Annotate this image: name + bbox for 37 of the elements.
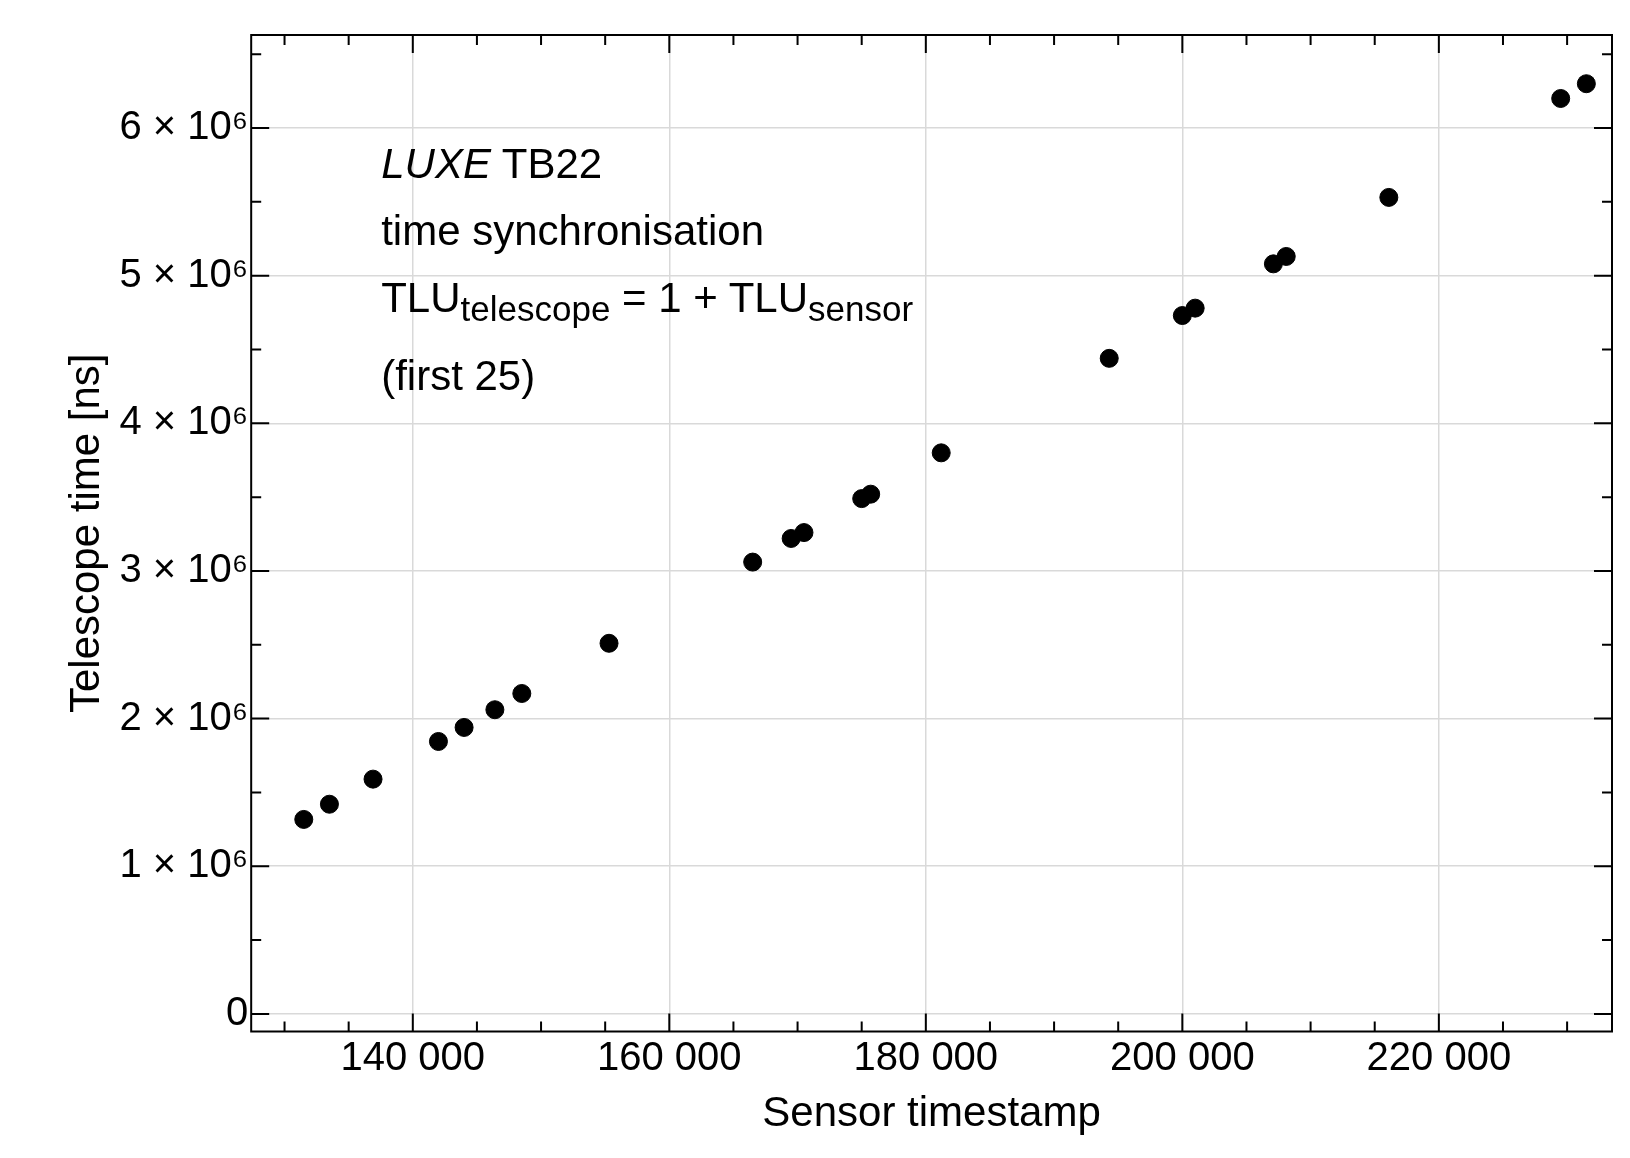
point — [1551, 88, 1571, 108]
point — [363, 769, 383, 789]
x-axis-title: Sensor timestamp — [762, 1088, 1101, 1136]
point — [1576, 74, 1596, 94]
y-tick-label: 2 × 10⁶ — [119, 693, 249, 738]
y-tick-label: 4 × 10⁶ — [119, 398, 249, 443]
x-tick-label: 140 000 — [340, 1033, 486, 1078]
point — [599, 633, 619, 653]
y-tick-label: 5 × 10⁶ — [119, 250, 249, 295]
point — [428, 731, 448, 751]
y-tick-label: 0 — [225, 988, 249, 1033]
annotation: TLU$_{telescope}$ = 1 + TLU$_{sensor}$ — [381, 273, 914, 331]
x-tick-label: 220 000 — [1366, 1033, 1512, 1078]
annotation: LUXE TB22 — [381, 139, 604, 189]
point — [1185, 298, 1205, 318]
point — [294, 809, 314, 829]
y-tick-label: 3 × 10⁶ — [119, 545, 249, 590]
point — [454, 717, 474, 737]
point — [1276, 246, 1296, 266]
y-tick-label: 6 × 10⁶ — [119, 103, 249, 148]
point — [319, 794, 339, 814]
point — [1172, 306, 1192, 326]
point — [1099, 348, 1119, 368]
x-tick-label: 180 000 — [853, 1033, 999, 1078]
point — [485, 700, 505, 720]
point — [861, 484, 881, 504]
y-axis-title: Telescope time [ns] — [60, 353, 108, 714]
y-tick-label: 1 × 10⁶ — [119, 841, 249, 886]
point — [743, 552, 763, 572]
point — [1379, 187, 1399, 207]
point — [512, 683, 532, 703]
x-tick-label: 200 000 — [1110, 1033, 1255, 1078]
point — [794, 523, 814, 543]
annotation: time synchronisation — [381, 206, 766, 256]
x-tick-label: 160 000 — [597, 1033, 742, 1078]
annotation: (first 25) — [381, 351, 537, 402]
point — [931, 443, 951, 463]
